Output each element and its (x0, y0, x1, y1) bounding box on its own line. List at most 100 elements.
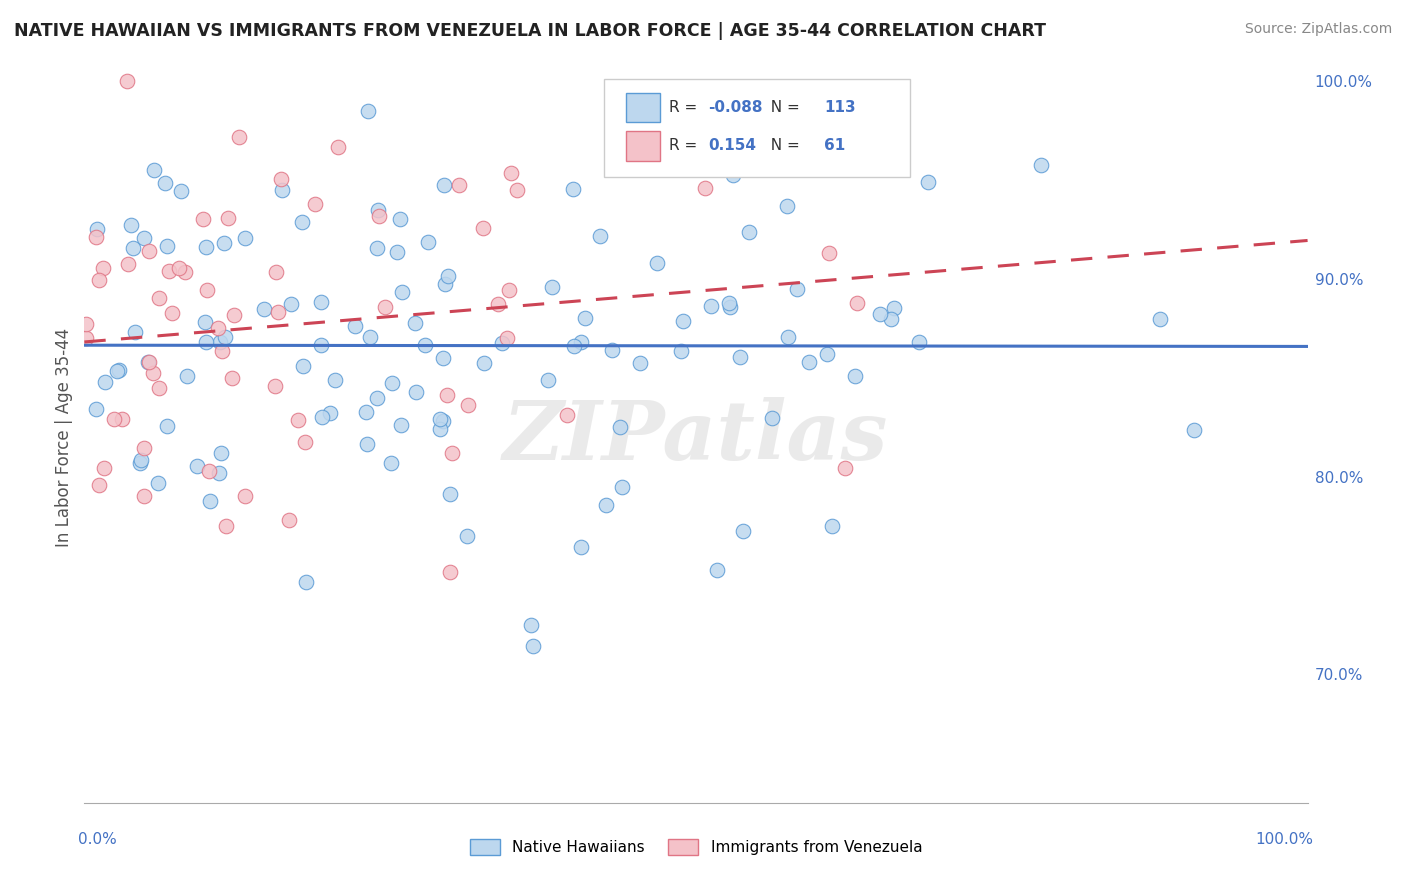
Point (388, 212, 411, 227)
Point (498, 283, 520, 297)
Point (91, 261, 114, 276)
Point (111, 412, 134, 426)
Point (326, 139, 349, 153)
Point (416, 235, 439, 249)
Point (432, 351, 454, 365)
Point (645, 256, 668, 270)
Point (721, 168, 744, 182)
Point (717, 296, 740, 310)
Text: 0.154: 0.154 (709, 138, 756, 153)
Point (233, 231, 256, 245)
Text: 113: 113 (824, 100, 856, 115)
Point (89, 273, 111, 287)
Text: NATIVE HAWAIIAN VS IMMIGRANTS FROM VENEZUELA IN LABOR FORCE | AGE 35-44 CORRELAT: NATIVE HAWAIIAN VS IMMIGRANTS FROM VENEZ… (14, 22, 1046, 40)
Point (569, 334, 592, 349)
Text: Source: ZipAtlas.com: Source: ZipAtlas.com (1244, 22, 1392, 37)
Point (436, 388, 458, 402)
Point (600, 343, 623, 357)
Point (693, 181, 716, 195)
Point (574, 310, 596, 325)
Point (117, 257, 139, 271)
Point (134, 231, 156, 245)
Point (1031, 158, 1053, 172)
Point (354, 405, 377, 419)
Point (880, 311, 903, 326)
Point (391, 285, 413, 300)
Point (134, 441, 156, 455)
Point (270, 183, 292, 197)
Point (595, 498, 617, 512)
Point (222, 308, 245, 322)
Point (304, 197, 326, 211)
Point (157, 264, 180, 278)
Point (374, 300, 396, 314)
Point (486, 296, 509, 310)
Point (389, 417, 412, 432)
Point (569, 540, 592, 554)
Point (323, 373, 346, 387)
Point (124, 325, 146, 339)
Point (834, 461, 856, 475)
Point (506, 183, 529, 197)
Point (845, 296, 868, 310)
Point (208, 466, 231, 480)
Point (669, 343, 692, 358)
Point (103, 412, 125, 426)
Point (429, 422, 451, 436)
Point (209, 446, 232, 460)
Point (134, 489, 156, 503)
Point (198, 464, 221, 478)
Point (404, 317, 426, 331)
Point (264, 265, 287, 279)
Point (457, 398, 479, 412)
Point (156, 239, 179, 253)
Point (84, 402, 107, 417)
Point (108, 363, 131, 377)
Point (195, 283, 218, 297)
Point (143, 163, 166, 178)
Text: N =: N = (761, 138, 804, 153)
Point (366, 391, 388, 405)
Point (167, 260, 190, 275)
Text: N =: N = (761, 100, 804, 115)
Point (380, 456, 402, 470)
Point (75, 331, 97, 345)
Point (209, 334, 232, 349)
Point (456, 529, 478, 543)
Point (176, 369, 198, 384)
Point (359, 330, 381, 344)
Point (264, 379, 287, 393)
Point (366, 241, 388, 255)
Point (212, 235, 235, 250)
Point (561, 182, 583, 196)
Point (491, 335, 513, 350)
Point (557, 408, 579, 422)
Point (84, 230, 107, 244)
Point (472, 221, 495, 235)
Point (174, 265, 197, 279)
Point (270, 172, 292, 186)
Point (228, 130, 250, 145)
Point (75, 318, 97, 332)
Point (309, 338, 332, 352)
Point (672, 314, 695, 328)
Point (211, 343, 233, 358)
Point (128, 456, 150, 470)
Point (343, 318, 366, 333)
Point (115, 74, 138, 88)
Point (186, 458, 208, 473)
Point (761, 411, 783, 425)
Point (146, 476, 169, 491)
Point (737, 225, 759, 239)
Point (367, 209, 389, 223)
Point (730, 351, 752, 365)
Point (311, 409, 333, 424)
Point (706, 563, 728, 577)
Point (93, 460, 115, 475)
Point (799, 355, 821, 369)
Point (782, 109, 804, 123)
Point (280, 297, 302, 311)
Point (287, 413, 309, 427)
Point (564, 339, 586, 353)
Point (495, 330, 517, 344)
